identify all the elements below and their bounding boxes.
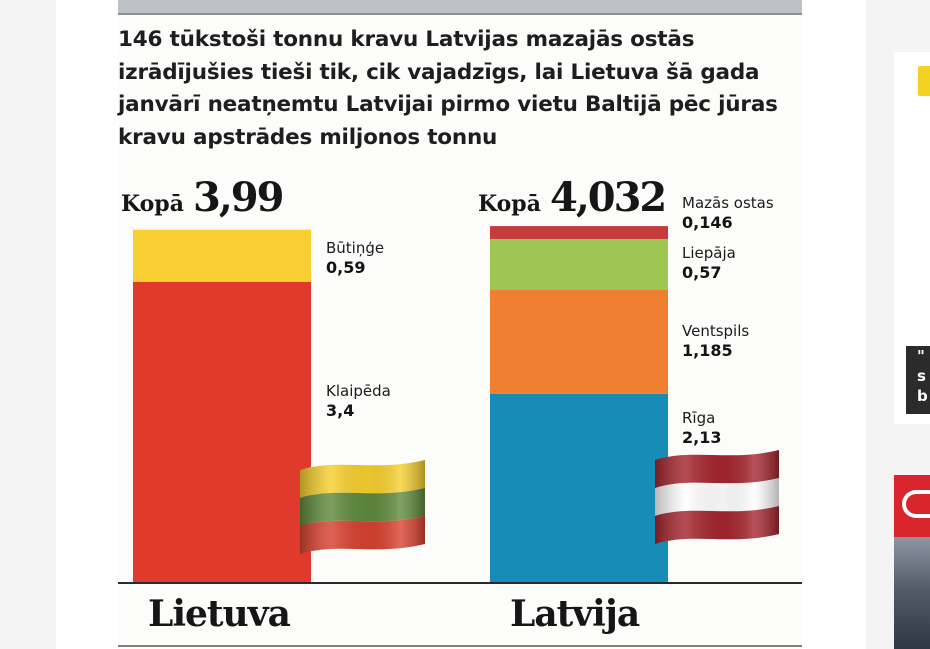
total-value-latvija: 4,032 (550, 174, 665, 221)
segment-value-liepaja: 0,57 (682, 263, 721, 282)
latvia-flag (655, 450, 779, 544)
sidebar-dark-teaser[interactable]: " s b (906, 346, 930, 414)
sidebar-photo[interactable] (894, 537, 930, 649)
lithuania-flag-shading (300, 460, 425, 554)
infographic-top-bar (118, 0, 802, 15)
segment-value-ventspils: 1,185 (682, 341, 733, 360)
bar-segment-lietuva-klaipeda (133, 281, 311, 582)
bar-segment-latvija-liepaja (490, 238, 668, 290)
infographic-headline: 146 tūkstoši tonnu kravu Latvijas mazajā… (118, 27, 778, 150)
segment-value-klaipeda: 3,4 (326, 401, 354, 420)
segment-name-riga: Rīga (682, 409, 715, 427)
bar-segment-latvija-ventspils (490, 289, 668, 394)
segment-name-liepaja: Liepāja (682, 244, 736, 262)
category-label-latvija: Latvija (510, 593, 640, 635)
bar-segment-latvija-riga (490, 393, 668, 582)
latvia-flag-shading (655, 450, 779, 544)
segment-name-klaipeda: Klaipēda (326, 382, 391, 400)
bar-segment-lietuva-butinge (133, 229, 311, 282)
brand-logo-icon (902, 490, 930, 518)
segment-name-ventspils: Ventspils (682, 322, 749, 340)
segment-name-mazas-ostas: Mazās ostas (682, 194, 774, 212)
total-group-latvija: Kopā 4,032 (478, 174, 667, 221)
lithuania-flag (300, 460, 425, 554)
segment-value-riga: 2,13 (682, 428, 721, 447)
segment-value-mazas-ostas: 0,146 (682, 213, 733, 232)
infographic: 146 tūkstoši tonnu kravu Latvijas mazajā… (118, 0, 802, 649)
category-label-lietuva: Lietuva (148, 593, 291, 635)
total-value-lietuva: 3,99 (193, 174, 283, 221)
total-caption-lietuva: Kopā (121, 191, 184, 217)
segment-name-butinge: Būtiņģe (326, 239, 384, 257)
total-group-lietuva: Kopā 3,99 (121, 174, 285, 221)
sidebar-yellow-tag (918, 66, 930, 96)
total-caption-latvija: Kopā (478, 191, 541, 217)
segment-value-butinge: 0,59 (326, 258, 365, 277)
bar-segment-latvija-mazas-ostas (490, 226, 668, 239)
